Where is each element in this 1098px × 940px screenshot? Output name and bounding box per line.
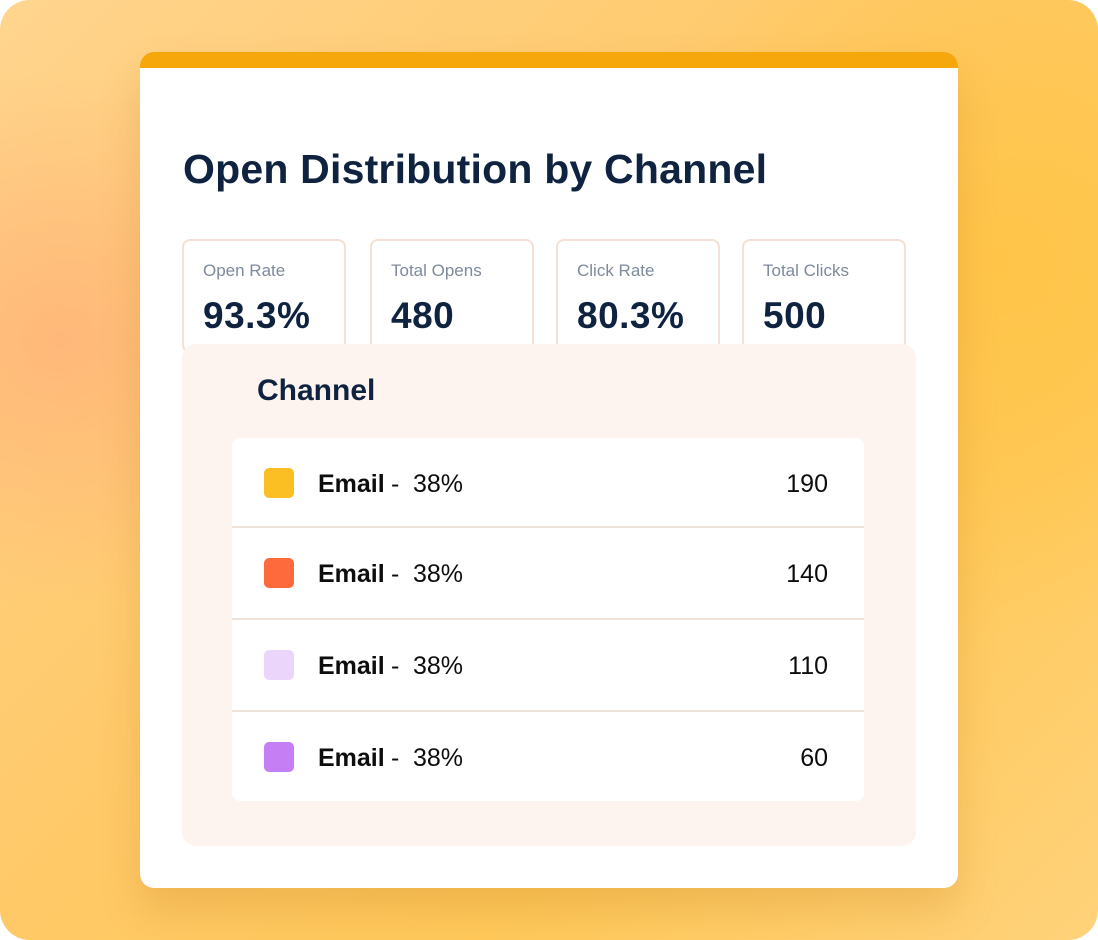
channel-name: Email [318, 652, 385, 680]
stat-label: Total Opens [391, 261, 482, 280]
channel-percent: 38% [413, 560, 464, 588]
channel-separator: - [391, 652, 400, 680]
channel-color-swatch [264, 558, 294, 588]
channel-color-swatch [264, 742, 294, 772]
channel-color-swatch [264, 468, 294, 498]
stat-card-click-rate: Click Rate 80.3% [556, 239, 720, 353]
channel-value: 110 [788, 652, 828, 680]
channel-separator: - [391, 744, 400, 772]
stat-card-total-clicks: Total Clicks 500 [742, 239, 906, 353]
channel-value: 190 [786, 470, 828, 498]
channel-list: Email - 38% 190 Email - 38% 140 Email - [232, 438, 864, 801]
stat-value: 80.3% [577, 295, 685, 336]
stat-card-open-rate: Open Rate 93.3% [182, 239, 346, 353]
list-item: Email - 38% 60 [232, 712, 864, 801]
channel-name: Email [318, 560, 385, 588]
channel-name: Email [318, 744, 385, 772]
channel-percent: 38% [413, 470, 464, 498]
channel-panel: Channel Email - 38% 190 Email - 38% 140 [182, 344, 916, 846]
channel-separator: - [391, 470, 400, 498]
stat-card-total-opens: Total Opens 480 [370, 239, 534, 353]
stat-value: 480 [391, 295, 455, 336]
stat-value: 500 [763, 295, 827, 336]
card-accent-bar [140, 52, 958, 68]
list-item: Email - 38% 190 [232, 438, 864, 528]
channel-value: 140 [786, 560, 828, 588]
channel-percent: 38% [413, 744, 464, 772]
list-item: Email - 38% 110 [232, 620, 864, 712]
stat-label: Open Rate [203, 261, 286, 280]
channel-separator: - [391, 560, 400, 588]
channel-percent: 38% [413, 652, 464, 680]
list-item: Email - 38% 140 [232, 528, 864, 620]
channel-value: 60 [800, 744, 828, 772]
channel-color-swatch [264, 650, 294, 680]
channel-distribution-card: Open Distribution by Channel Open Rate 9… [140, 52, 958, 888]
stat-label: Total Clicks [763, 261, 849, 280]
stat-label: Click Rate [577, 261, 655, 280]
card-title: Open Distribution by Channel [183, 146, 768, 192]
channel-panel-title: Channel [257, 374, 376, 407]
channel-name: Email [318, 470, 385, 498]
stat-value: 93.3% [203, 295, 311, 336]
